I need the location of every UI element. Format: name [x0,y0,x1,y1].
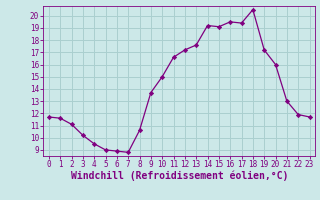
X-axis label: Windchill (Refroidissement éolien,°C): Windchill (Refroidissement éolien,°C) [70,171,288,181]
